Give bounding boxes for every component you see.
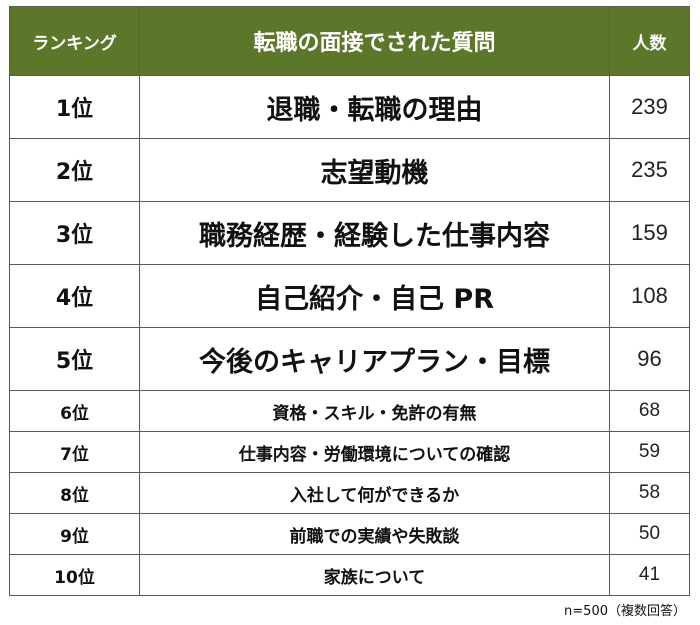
- question-cell: 前職での実績や失敗談: [139, 513, 610, 555]
- question-cell: 家族について: [139, 554, 610, 596]
- question-cell: 職務経歴・経験した仕事内容: [139, 201, 610, 265]
- count-cell: 159: [609, 201, 690, 265]
- question-cell: 今後のキャリアプラン・目標: [139, 327, 610, 391]
- question-cell: 志望動機: [139, 138, 610, 202]
- question-cell: 退職・転職の理由: [139, 75, 610, 139]
- table-row: 4位 自己紹介・自己 PR 108: [9, 264, 690, 328]
- question-cell: 仕事内容・労働環境についての確認: [139, 431, 610, 473]
- rank-cell: 5位: [9, 327, 140, 391]
- question-cell: 入社して何ができるか: [139, 472, 610, 514]
- table-row: 3位 職務経歴・経験した仕事内容 159: [9, 201, 690, 265]
- rank-cell: 8位: [9, 472, 140, 514]
- table-row: 5位 今後のキャリアプラン・目標 96: [9, 327, 690, 391]
- rank-cell: 3位: [9, 201, 140, 265]
- header-question: 転職の面接でされた質問: [139, 6, 610, 76]
- header-row: ランキング 転職の面接でされた質問 人数: [9, 6, 690, 76]
- count-cell: 108: [609, 264, 690, 328]
- question-cell: 自己紹介・自己 PR: [139, 264, 610, 328]
- rank-cell: 2位: [9, 138, 140, 202]
- question-cell: 資格・スキル・免許の有無: [139, 390, 610, 432]
- count-cell: 235: [609, 138, 690, 202]
- count-cell: 50: [609, 513, 690, 555]
- rank-cell: 1位: [9, 75, 140, 139]
- ranking-table: ランキング 転職の面接でされた質問 人数 1位 退職・転職の理由 239 2位 …: [9, 6, 690, 596]
- rank-cell: 6位: [9, 390, 140, 432]
- rank-cell: 10位: [9, 554, 140, 596]
- table-row: 7位 仕事内容・労働環境についての確認 59: [9, 431, 690, 473]
- count-cell: 96: [609, 327, 690, 391]
- header-count: 人数: [609, 6, 690, 76]
- count-cell: 58: [609, 472, 690, 514]
- sample-size-note: n=500（複数回答）: [564, 604, 686, 619]
- table-row: 10位 家族について 41: [9, 554, 690, 596]
- rank-cell: 7位: [9, 431, 140, 473]
- table-row: 6位 資格・スキル・免許の有無 68: [9, 390, 690, 432]
- count-cell: 239: [609, 75, 690, 139]
- count-cell: 59: [609, 431, 690, 473]
- table-row: 9位 前職での実績や失敗談 50: [9, 513, 690, 555]
- rank-cell: 9位: [9, 513, 140, 555]
- rank-cell: 4位: [9, 264, 140, 328]
- table-row: 8位 入社して何ができるか 58: [9, 472, 690, 514]
- table-row: 2位 志望動機 235: [9, 138, 690, 202]
- header-rank: ランキング: [9, 6, 140, 76]
- count-cell: 41: [609, 554, 690, 596]
- table-row: 1位 退職・転職の理由 239: [9, 75, 690, 139]
- count-cell: 68: [609, 390, 690, 432]
